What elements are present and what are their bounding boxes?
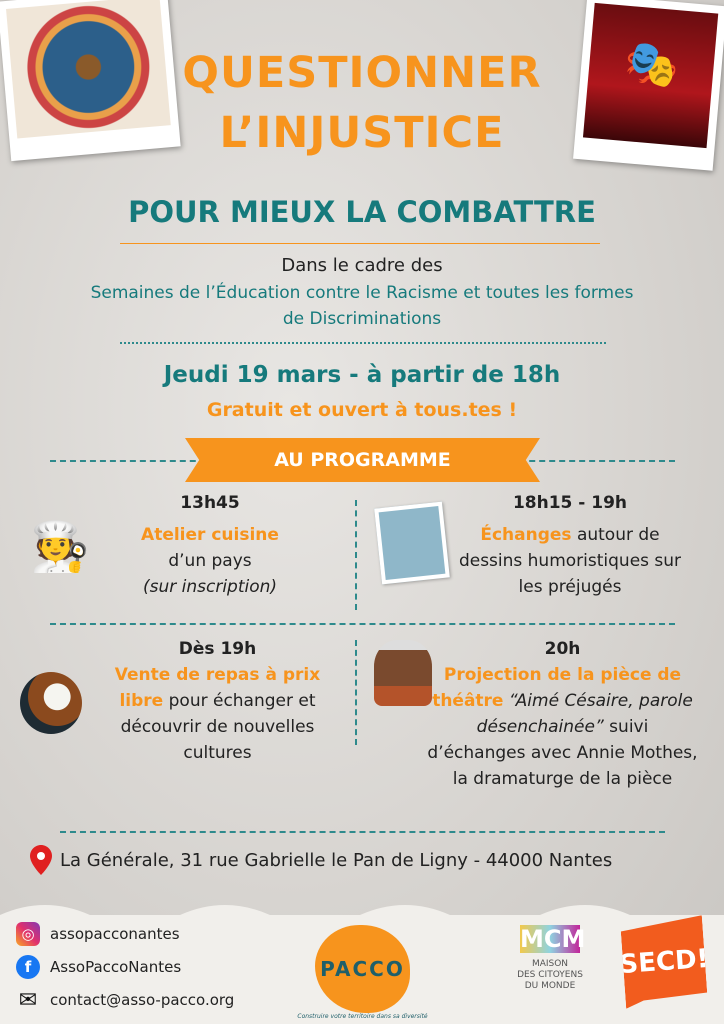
instagram-icon: ◎ (16, 922, 40, 946)
divider (355, 640, 357, 745)
facebook-link[interactable]: f AssoPaccoNantes (16, 955, 181, 979)
program-time: 13h45 (180, 493, 240, 513)
pacco-tagline: Construire votre territoire dans sa dive… (297, 1013, 428, 1020)
facebook-icon: f (16, 955, 40, 979)
instagram-link[interactable]: ◎ assopacconantes (16, 922, 180, 946)
pacco-logo: PACCO (315, 925, 410, 1013)
envelope-icon: ✉ (18, 987, 38, 1013)
mcm-text: DU MONDE (524, 981, 576, 991)
program-desc: d’un pays (168, 551, 252, 571)
mcm-logo: MCM MAISON DES CITOYENS DU MONDE (510, 925, 590, 992)
program-desc: pour échanger et découvrir de nouvelles … (120, 691, 316, 763)
program-note: (sur inscription) (142, 577, 278, 597)
mcm-text: DES CITOYENS (517, 970, 583, 980)
program-highlight: Atelier cuisine (141, 525, 279, 545)
context-line-2: de Discriminations (282, 309, 442, 329)
program-highlight: Échanges (480, 525, 572, 545)
program-quote: “Aimé Césaire, parole désenchainée” (476, 691, 693, 737)
address: La Générale, 31 rue Gabrielle le Pan de … (30, 845, 612, 875)
mcm-mark: MCM (520, 925, 586, 953)
chef-icon: 🧑‍🍳 (30, 519, 90, 575)
divider (50, 623, 675, 625)
meal-icon (20, 672, 82, 734)
title-line-1: QUESTIONNER (182, 48, 542, 98)
event-date: Jeudi 19 mars - à partir de 18h (163, 362, 561, 388)
context-intro: Dans le cadre des (281, 255, 443, 276)
facebook-handle: AssoPaccoNantes (50, 958, 182, 976)
instagram-handle: assopacconantes (50, 925, 180, 943)
program-item: Dès 19h Vente de repas à prix libre pour… (100, 636, 335, 766)
title-line-2: L’INJUSTICE (219, 108, 505, 158)
email-address: contact@asso-pacco.org (50, 991, 235, 1009)
program-desc: autour de dessins humoristiques sur les … (458, 525, 682, 597)
email-link[interactable]: ✉ contact@asso-pacco.org (16, 987, 235, 1013)
program-highlight: Vente de repas à prix libre (114, 665, 321, 711)
program-item: 18h15 - 19h Échanges autour de dessins h… (450, 490, 690, 600)
program-highlight: Projection de la pièce de théâtre (432, 665, 682, 711)
location-pin-icon (30, 845, 52, 875)
context-line-1: Semaines de l’Éducation contre le Racism… (90, 283, 634, 303)
program-item: 13h45 Atelier cuisine d’un pays (sur ins… (110, 490, 310, 600)
subtitle: POUR MIEUX LA COMBATTRE (128, 195, 596, 229)
program-time: Dès 19h (178, 639, 257, 659)
program-time: 18h15 - 19h (512, 493, 628, 513)
divider (60, 831, 665, 833)
program-desc: suivi d’échanges avec Annie Mothes, la d… (427, 717, 698, 789)
program-item: 20h Projection de la pièce de théâtre “A… (425, 636, 700, 792)
address-text: La Générale, 31 rue Gabrielle le Pan de … (60, 849, 613, 871)
event-access: Gratuit et ouvert à tous.tes ! (206, 399, 518, 421)
divider (120, 342, 606, 344)
program-banner: AU PROGRAMME (185, 438, 540, 482)
divider (120, 243, 600, 244)
mcm-text: MAISON (531, 959, 569, 969)
divider (355, 500, 357, 610)
portraits-icon (374, 501, 450, 585)
portrait-icon (374, 640, 432, 706)
program-time: 20h (544, 639, 581, 659)
